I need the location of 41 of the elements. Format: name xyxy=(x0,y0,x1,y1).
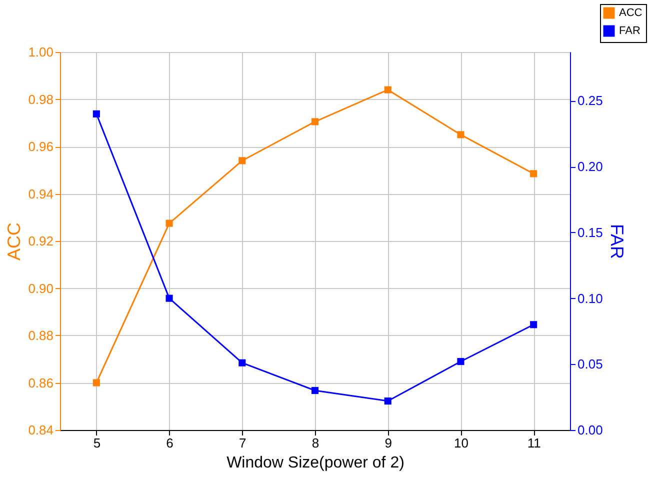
legend-label: FAR xyxy=(619,25,640,37)
legend-label: ACC xyxy=(619,7,642,19)
y2-tick-label: 0.20 xyxy=(578,159,603,174)
x-tick-label: 10 xyxy=(454,436,468,450)
y-tick-label: 0.90 xyxy=(28,280,54,296)
point xyxy=(238,157,246,164)
x-tick-label: 11 xyxy=(527,436,541,450)
y-tick-label: 0.86 xyxy=(28,375,54,390)
point xyxy=(384,86,392,94)
y-tick-label: 0.94 xyxy=(28,186,54,202)
point xyxy=(457,358,464,366)
x-tick-label: 5 xyxy=(93,436,101,450)
y2-tick-label: 0.05 xyxy=(578,356,603,372)
point xyxy=(311,118,319,126)
y2-tick-label: 0.25 xyxy=(578,93,603,108)
point xyxy=(92,379,100,386)
point xyxy=(92,110,100,118)
y2-tick-label: 0.15 xyxy=(578,224,603,240)
y-tick-label: 0.92 xyxy=(28,234,54,248)
x-tick-label: 6 xyxy=(166,436,174,450)
point xyxy=(530,170,538,178)
y-tick-label: 0.88 xyxy=(28,328,54,343)
point xyxy=(166,220,173,227)
y2-tick-label: 0.00 xyxy=(578,422,603,438)
x-axis-title: Window Size(power of 2) xyxy=(226,454,404,472)
point xyxy=(457,131,464,138)
y-tick-label: 1.00 xyxy=(28,44,54,60)
point xyxy=(238,359,246,366)
y-tick-label: 0.84 xyxy=(28,422,54,438)
y-tick-label: 0.96 xyxy=(28,139,54,154)
point xyxy=(530,321,538,328)
x-tick-label: 8 xyxy=(312,436,320,450)
y-tick-label: 0.98 xyxy=(28,92,54,107)
x-tick-label: 7 xyxy=(239,436,246,450)
y2-tick-label: 0.10 xyxy=(578,290,603,306)
y-axis-title: ACC xyxy=(4,222,24,261)
y2-axis-title: FAR xyxy=(606,224,627,260)
point xyxy=(166,294,173,302)
point xyxy=(311,386,319,394)
point xyxy=(384,397,392,405)
x-tick-label: 9 xyxy=(384,436,392,450)
